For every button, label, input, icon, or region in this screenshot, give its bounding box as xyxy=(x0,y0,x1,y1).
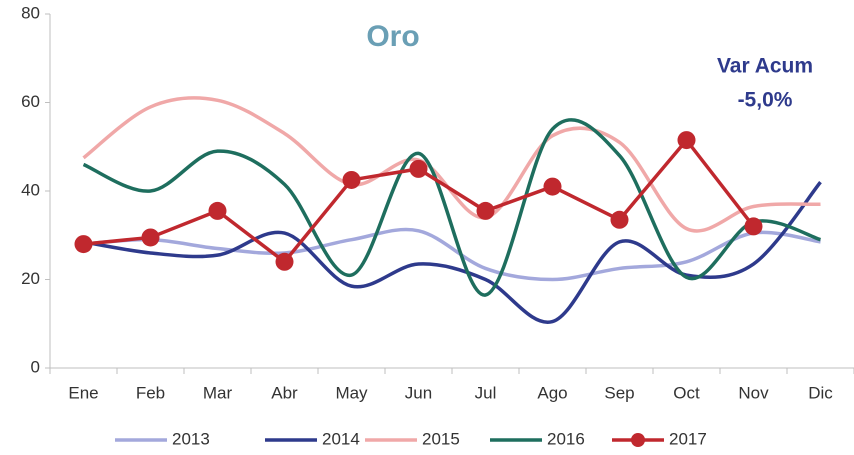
x-tick-label: Sep xyxy=(604,383,634,402)
legend-label: 2016 xyxy=(547,429,585,448)
x-tick-label: May xyxy=(335,383,368,402)
series-line xyxy=(82,118,822,297)
x-tick-label: Ene xyxy=(68,383,98,402)
point xyxy=(409,159,428,178)
point xyxy=(275,252,294,271)
x-tick-label: Nov xyxy=(738,383,769,402)
annotation: Var Acum xyxy=(717,55,813,78)
x-tick-label: Feb xyxy=(136,383,165,402)
x-tick-label: Jul xyxy=(475,383,497,402)
point xyxy=(677,131,696,150)
point xyxy=(74,235,93,254)
legend-label: 2017 xyxy=(669,429,707,448)
annotation: -5,0% xyxy=(738,89,793,112)
point xyxy=(610,210,629,229)
y-tick-label: 0 xyxy=(31,357,40,376)
point xyxy=(208,201,227,220)
chart-title: Oro xyxy=(366,20,419,53)
x-tick-label: Dic xyxy=(808,383,833,402)
legend-label: 2013 xyxy=(172,429,210,448)
x-tick-label: Mar xyxy=(203,383,233,402)
point xyxy=(744,217,763,236)
point xyxy=(141,228,160,247)
y-tick-label: 20 xyxy=(21,269,40,288)
y-tick-label: 80 xyxy=(21,3,40,22)
legend-label: 2015 xyxy=(422,429,460,448)
y-tick-label: 60 xyxy=(21,92,40,111)
x-tick-label: Abr xyxy=(271,383,298,402)
x-tick-label: Ago xyxy=(537,383,567,402)
legend-label: 2014 xyxy=(322,429,360,448)
y-tick-label: 40 xyxy=(21,180,40,199)
series-line xyxy=(83,227,821,282)
point xyxy=(342,170,361,189)
legend-marker xyxy=(631,433,645,447)
point xyxy=(543,177,562,196)
point xyxy=(476,201,495,220)
series-line xyxy=(82,96,821,233)
x-tick-label: Jun xyxy=(405,383,432,402)
x-tick-label: Oct xyxy=(673,383,700,402)
